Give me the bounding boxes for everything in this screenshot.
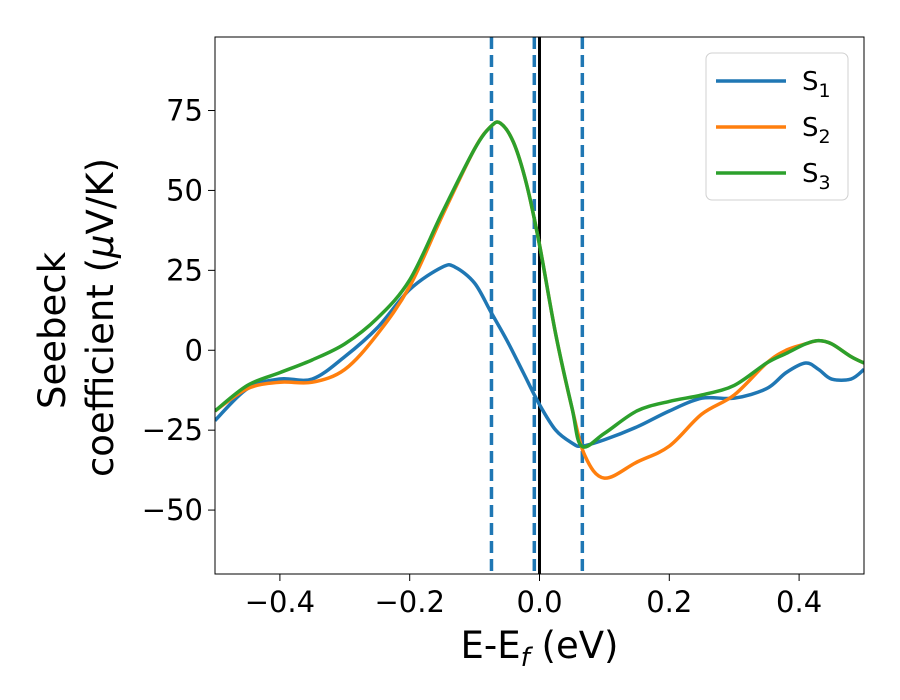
y-tick-label: 0 [185, 333, 203, 367]
y-axis-label-line1: Seebeck [31, 251, 74, 409]
legend-label: S2 [802, 113, 831, 148]
x-tick-label: 0.4 [776, 585, 822, 619]
x-axis-label: E-Ef (eV) [461, 624, 619, 673]
y-axis-label-line2: coefficient (μV/K) [79, 158, 122, 477]
legend: S1 S2 S3 [705, 52, 849, 201]
x-tick-label: −0.4 [245, 585, 315, 619]
legend-label: S3 [802, 159, 831, 194]
legend-item-s2: S2 [716, 113, 831, 148]
y-ticks: −50 −25 0 25 50 75 [142, 94, 215, 527]
series-lines [215, 120, 864, 480]
x-tick-label: 0.2 [646, 585, 692, 619]
y-tick-label: −50 [142, 493, 203, 527]
x-tick-label: −0.2 [374, 585, 444, 619]
y-tick-label: −25 [142, 413, 203, 447]
x-ticks: −0.4 −0.2 0.0 0.2 0.4 [245, 574, 822, 619]
legend-item-s1: S1 [716, 67, 831, 102]
series-line-s3 [215, 120, 864, 449]
series-line-s1 [215, 262, 864, 449]
x-tick-label: 0.0 [516, 585, 562, 619]
y-tick-label: 50 [166, 173, 203, 207]
y-tick-label: 25 [166, 253, 203, 287]
legend-item-s3: S3 [716, 159, 831, 194]
y-tick-label: 75 [166, 94, 203, 128]
legend-label: S1 [802, 67, 831, 102]
reference-lines [489, 37, 585, 574]
